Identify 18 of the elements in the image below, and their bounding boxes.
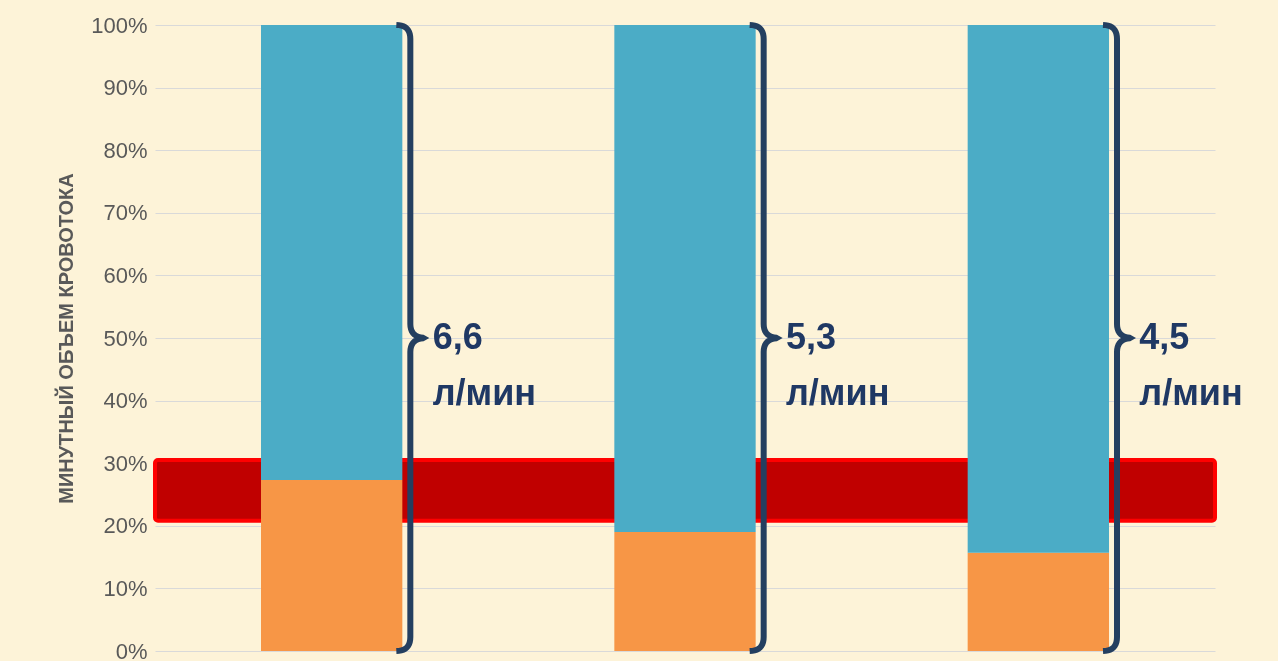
y-axis-title: МИНУТНЫЙ ОБЪЕМ КРОВОТОКА	[54, 173, 78, 504]
annotation: 4,5 л/мин	[1139, 316, 1243, 413]
bar	[967, 552, 1109, 651]
y-tick-label: 90%	[103, 75, 148, 101]
bar	[614, 532, 756, 651]
y-tick-label: 80%	[103, 137, 148, 163]
annotation: 6,6 л/мин	[432, 316, 537, 413]
y-tick-label: 20%	[103, 513, 148, 539]
bar	[261, 480, 403, 651]
y-tick-label: 70%	[103, 200, 148, 226]
y-tick-label: 40%	[103, 388, 148, 414]
y-tick-label: 100%	[91, 12, 148, 38]
y-tick-label: 0%	[115, 638, 148, 661]
y-tick-label: 30%	[103, 450, 148, 476]
annotation: 5,3 л/мин	[786, 316, 890, 413]
y-tick-label: 60%	[103, 262, 148, 288]
y-tick-label: 50%	[103, 325, 148, 351]
y-tick-label: 10%	[103, 575, 148, 601]
